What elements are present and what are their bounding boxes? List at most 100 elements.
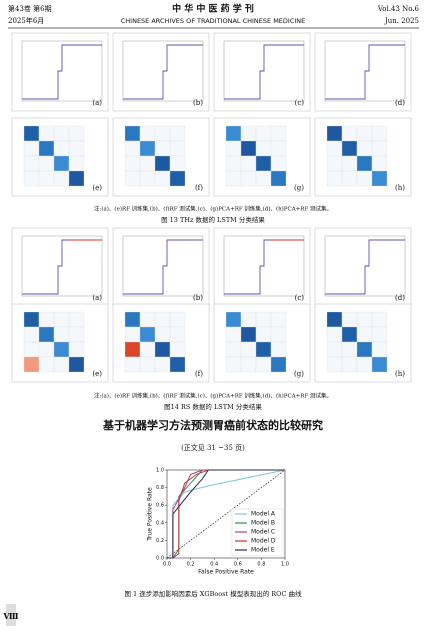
matrix-cell [326, 341, 343, 358]
y-tick-label: 0.6 [156, 503, 164, 509]
matrix-cell [371, 155, 388, 172]
step-line [325, 44, 405, 100]
matrix-cell [371, 311, 388, 328]
plot-frame [21, 40, 103, 102]
matrix-cell [38, 125, 55, 142]
panel-label: (b) [193, 294, 203, 302]
matrix-cell [270, 311, 287, 328]
matrix-cell [371, 326, 388, 343]
journal-subtitle: CHINESE ARCHIVES OF TRADITIONAL CHINESE … [121, 17, 306, 25]
matrix-cell [38, 311, 55, 328]
plot-frame [324, 235, 406, 297]
matrix-cell [23, 356, 40, 373]
matrix-cell [326, 326, 343, 343]
matrix-cell [23, 311, 40, 328]
matrix-cell [124, 140, 141, 157]
page-number: Ⅷ [2, 611, 18, 621]
matrix-cell [240, 170, 257, 187]
matrix-cell [53, 140, 70, 157]
matrix-cell [124, 326, 141, 343]
matrix-cell [124, 125, 141, 142]
matrix-cell [169, 356, 186, 373]
matrix-cell [255, 341, 272, 358]
figure-caption: 图 13 THz 数据的 LSTM 分类结果 [161, 215, 265, 224]
x-tick-label: 0.6 [234, 562, 242, 568]
matrix-cell [371, 356, 388, 373]
x-axis-label: False Positive Rate [198, 569, 254, 576]
matrix-cell [371, 140, 388, 157]
matrix-cell [240, 326, 257, 343]
matrix-cell [124, 311, 141, 328]
y-tick-label: 0.8 [156, 485, 164, 491]
matrix-cell [225, 326, 242, 343]
matrix-cell [154, 140, 171, 157]
panel-label: (h) [395, 370, 405, 378]
matrix-cell [326, 170, 343, 187]
matrix-cell [169, 140, 186, 157]
y-tick-label: 0.2 [156, 538, 164, 544]
matrix-cell [68, 155, 85, 172]
matrix-cell [38, 155, 55, 172]
matrix-cell [68, 170, 85, 187]
legend-label: Model E [251, 547, 275, 554]
matrix-cell [270, 356, 287, 373]
panel-label: (a) [92, 99, 102, 107]
matrix-cell [341, 326, 358, 343]
matrix-cell [270, 155, 287, 172]
y-tick-label: 0.0 [156, 556, 164, 562]
line-thumbnail [11, 227, 109, 307]
roc-curve [167, 469, 285, 559]
panel-label: (c) [295, 294, 305, 302]
matrix-cell [68, 326, 85, 343]
page-tab [6, 604, 16, 626]
matrix-cell [225, 356, 242, 373]
matrix-cell [255, 170, 272, 187]
matrix-cell [240, 140, 257, 157]
matrix-cell [124, 155, 141, 172]
matrix-cell [270, 326, 287, 343]
matrix-cell [270, 140, 287, 157]
matrix-cell [371, 341, 388, 358]
matrix-cell [270, 341, 287, 358]
panel-label: (e) [92, 370, 102, 378]
matrix-cell [139, 341, 156, 358]
x-tick-label: 1.0 [281, 562, 289, 568]
matrix-cell [139, 356, 156, 373]
matrix-cell [169, 326, 186, 343]
matrix-cell [341, 356, 358, 373]
matrix-cell [356, 341, 373, 358]
matrix-cell [356, 356, 373, 373]
panel-label: (g) [294, 184, 304, 192]
matrix-cell [225, 140, 242, 157]
matrix-cell [326, 125, 343, 142]
matrix-cell [139, 311, 156, 328]
matrix-cell [139, 125, 156, 142]
matrix-cell [154, 311, 171, 328]
matrix-cell [169, 341, 186, 358]
matrix-cell [124, 356, 141, 373]
legend-label: Model D [251, 538, 276, 545]
panel-label: (a) [92, 294, 102, 302]
plot-frame [324, 40, 406, 102]
panel-label: (d) [395, 99, 405, 107]
matrix-cell [225, 311, 242, 328]
line-thumbnail [213, 227, 311, 307]
x-tick-label: 0.4 [210, 562, 218, 568]
date: Jun. 2025 [384, 17, 419, 25]
panel-label: (f) [195, 370, 203, 378]
matrix-cell [270, 125, 287, 142]
line-thumbnail [314, 32, 412, 112]
matrix-cell [53, 155, 70, 172]
matrix-cell [356, 155, 373, 172]
x-tick-label: 0.8 [257, 562, 265, 568]
matrix-cell [53, 125, 70, 142]
y-tick-label: 0.4 [156, 520, 164, 526]
matrix-cell [356, 326, 373, 343]
matrix-cell [68, 125, 85, 142]
matrix-cell [68, 341, 85, 358]
matrix-cell [326, 140, 343, 157]
plot-frame [223, 40, 305, 102]
matrix-cell [124, 170, 141, 187]
matrix-cell [255, 356, 272, 373]
y-axis-label: True Positive Rate [147, 487, 154, 542]
